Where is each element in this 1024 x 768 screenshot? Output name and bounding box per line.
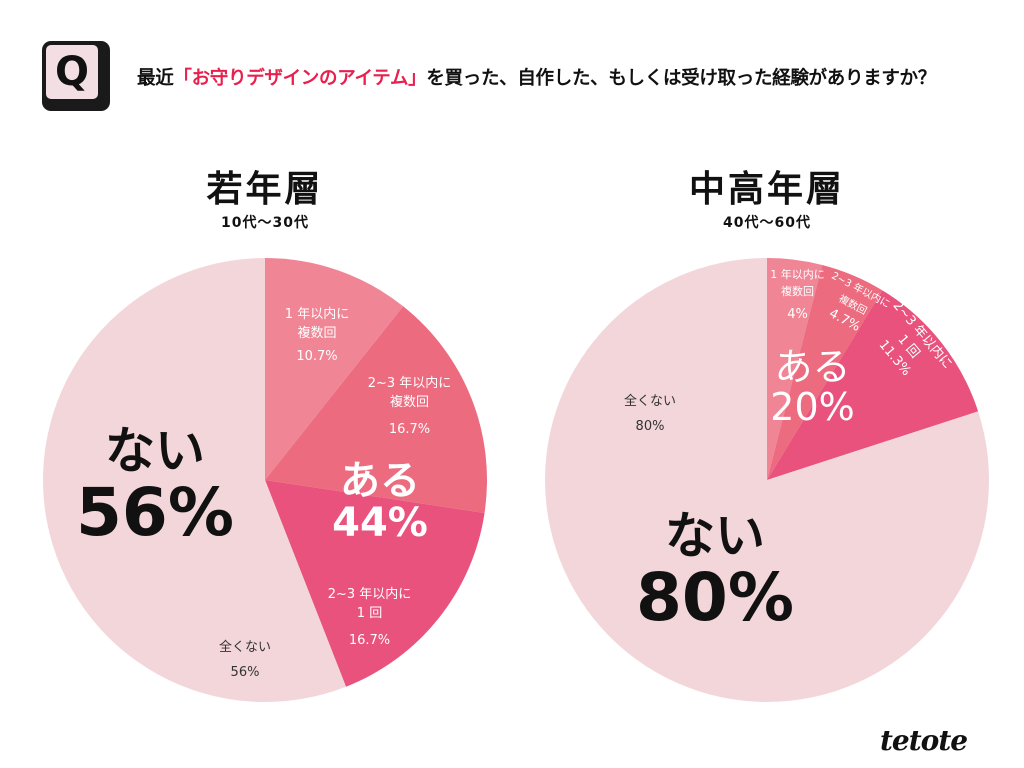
q-letter: Q: [46, 45, 98, 99]
chart-title-young: 若年層: [206, 169, 324, 210]
pie-slice: [43, 258, 346, 702]
pie-slice: [767, 258, 823, 480]
pie-young: [43, 258, 487, 702]
pie-slice: [767, 264, 883, 480]
chart-subtitle-middle: 40代〜60代: [723, 215, 811, 231]
chart-subtitle-young: 10代〜30代: [221, 215, 309, 231]
question-suffix: を買った、自作した、もしくは受け取った経験がありますか？: [426, 68, 936, 89]
chart-title-middle: 中高年層: [688, 169, 845, 210]
no-total: ない 56%: [76, 422, 234, 551]
q-icon: Q: [42, 41, 110, 111]
pie-slice: [265, 306, 487, 513]
question-prefix: 最近: [137, 68, 174, 89]
question-text: 最近「お守りデザインのアイテム」を買った、自作した、もしくは受け取った経験があり…: [137, 64, 936, 90]
pie-slice: [545, 258, 989, 703]
yes-total: ある 20%: [770, 345, 855, 429]
slice-label: 1 年以内に 複数回 10.7%: [284, 307, 350, 364]
slice-label: 2~3 年以内に 複数回 16.7%: [367, 376, 452, 437]
pie-middle: [545, 258, 989, 703]
slice-label: 2~3 年以内に 1 回 16.7%: [327, 587, 412, 648]
no-total: ない 80%: [636, 507, 794, 636]
pie-slice: [265, 258, 404, 480]
slice-label: 全くない 80%: [623, 394, 676, 434]
pie-slice: [265, 480, 485, 687]
yes-total: ある 44%: [332, 458, 428, 546]
slice-label: 1 年以内に 複数回 4%: [770, 268, 825, 322]
question-highlight: 「お守りデザインのアイテム」: [173, 68, 427, 89]
tetote-logo: tetote: [880, 724, 968, 757]
pie-slice: [767, 290, 979, 480]
slice-label: 全くない 56%: [218, 640, 271, 680]
